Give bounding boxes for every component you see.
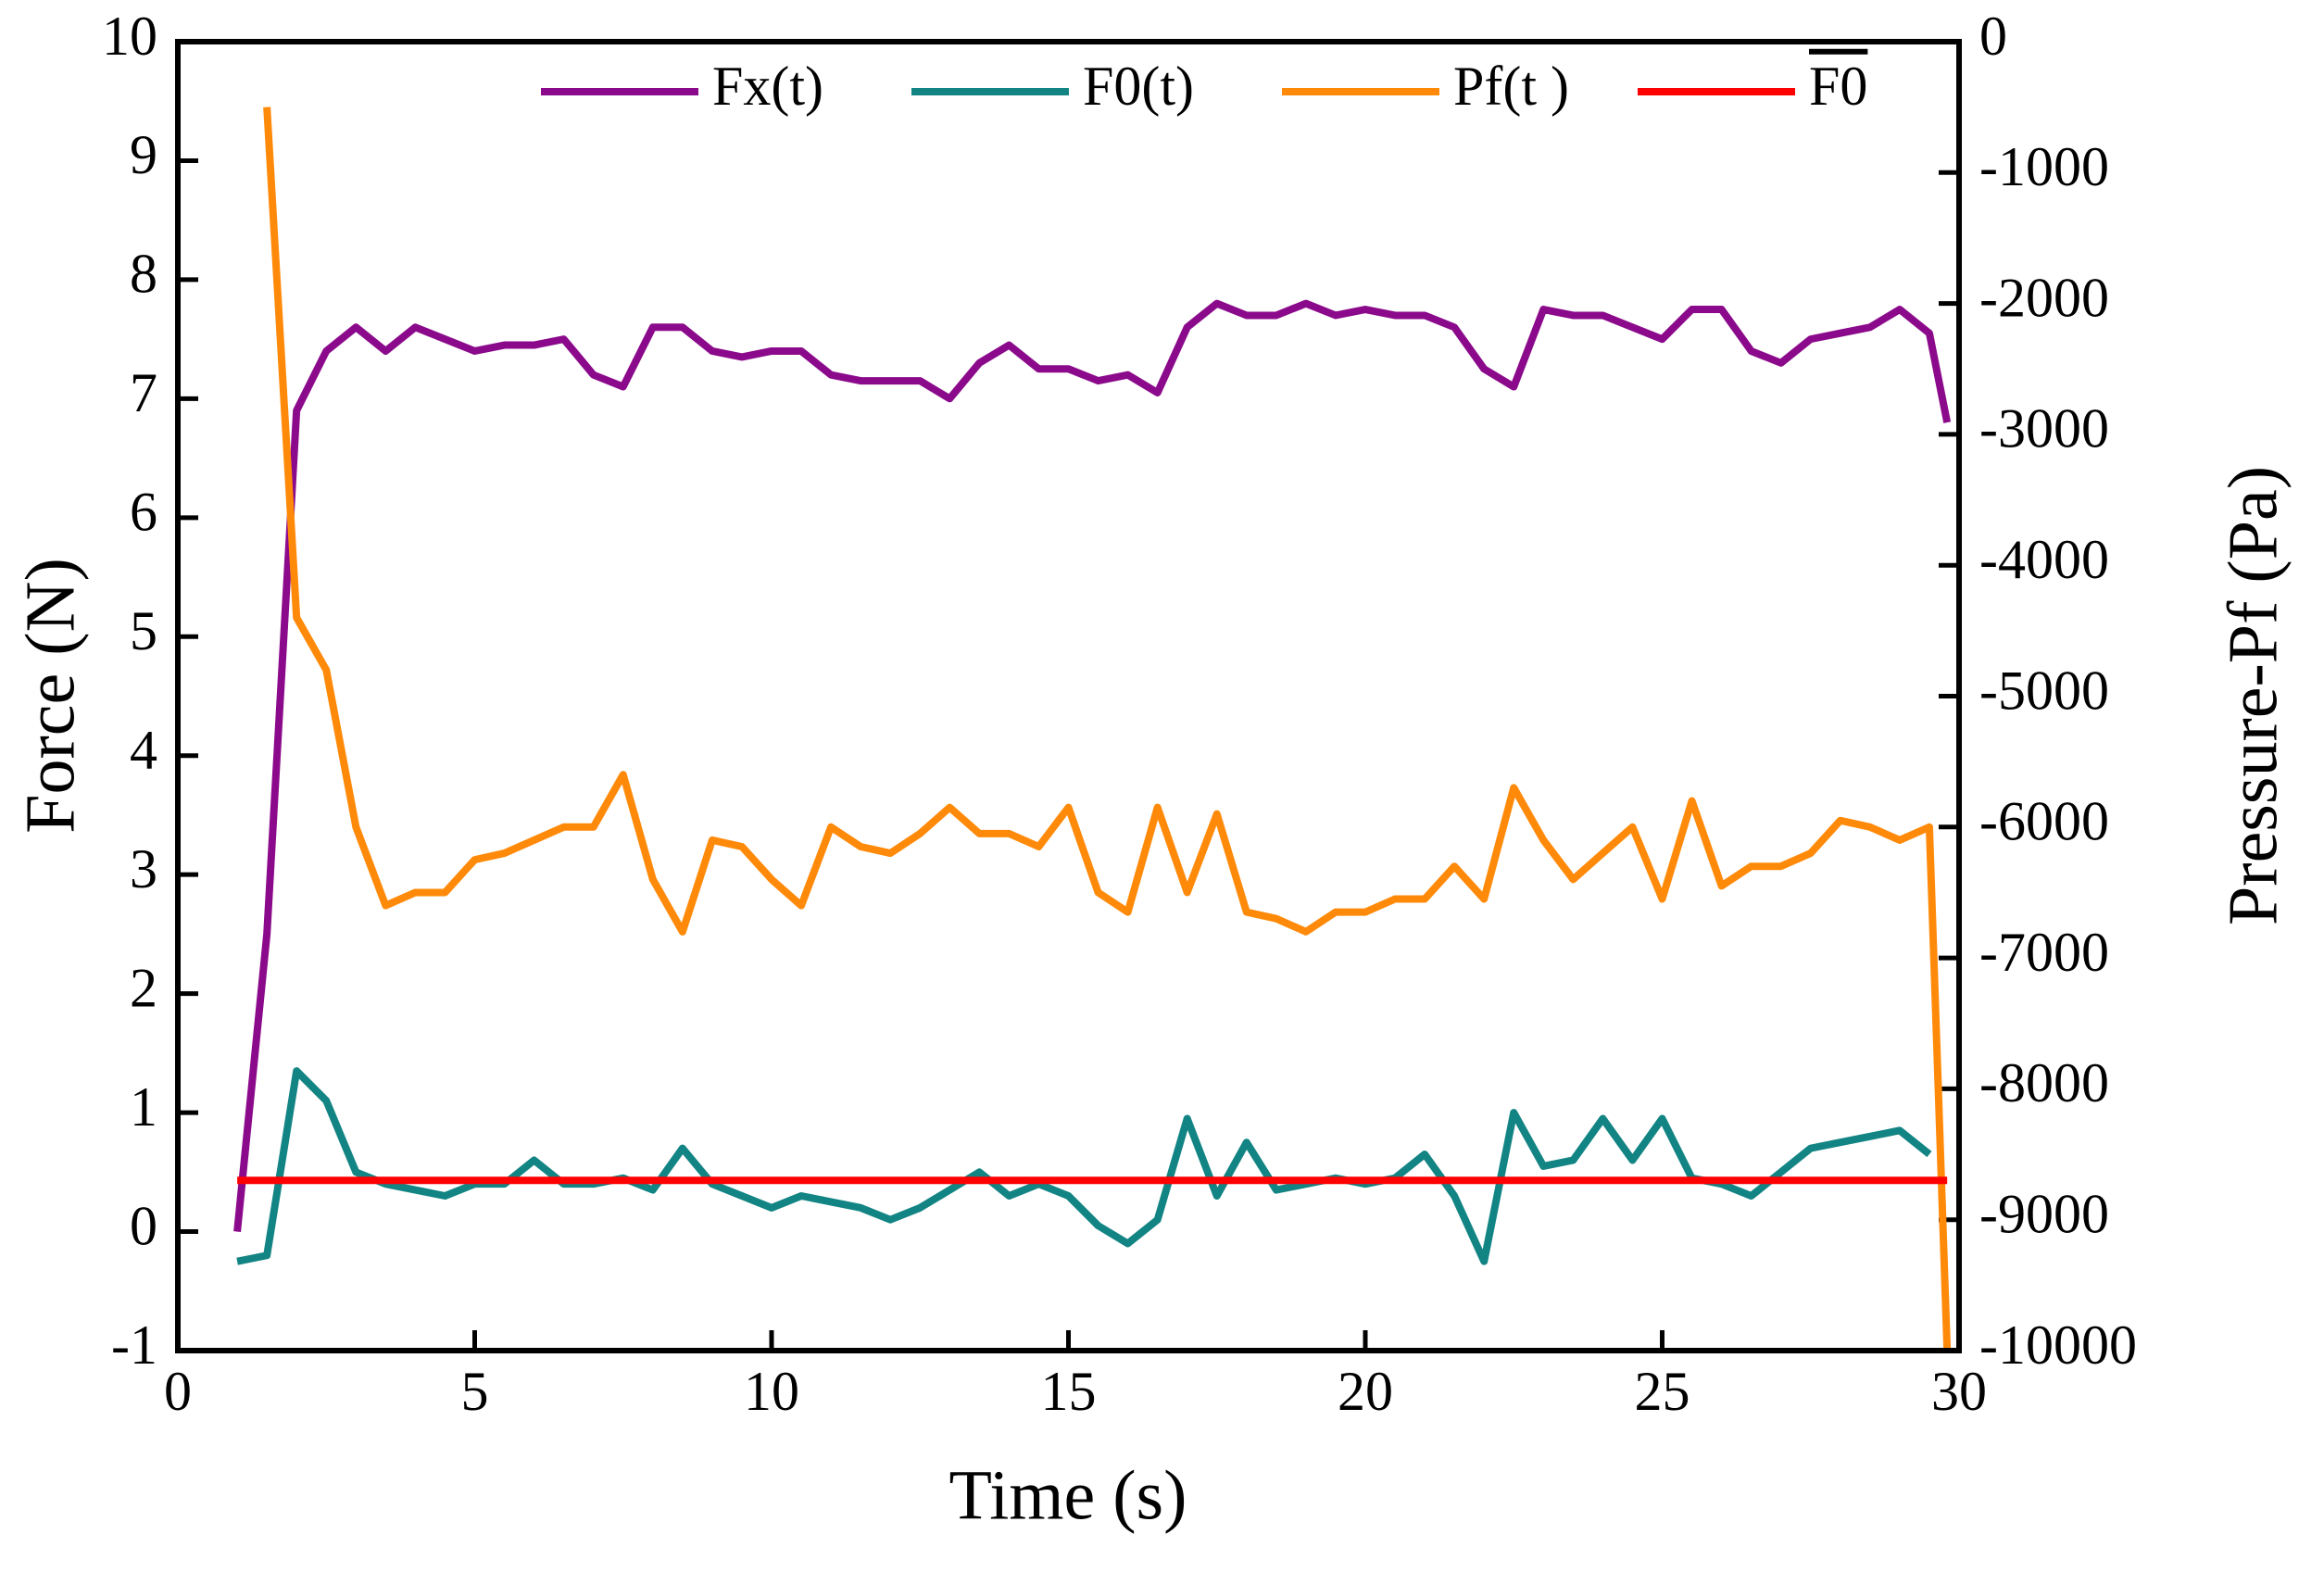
- legend-label: Fx(t): [712, 56, 823, 117]
- y2-tick-label: -5000: [1979, 660, 2109, 721]
- legend-label: Pf(t ): [1453, 56, 1569, 117]
- legend-label: F0: [1809, 56, 1867, 117]
- y2-axis-label: Pressure-Pf (Pa): [2214, 466, 2292, 925]
- y2-tick-label: -3000: [1979, 398, 2109, 459]
- x-tick-label: 15: [1041, 1361, 1097, 1422]
- y2-tick-label: 0: [1979, 6, 2007, 67]
- y-tick-label: 6: [130, 482, 157, 543]
- y-tick-label: 0: [130, 1195, 157, 1256]
- x-tick-label: 25: [1635, 1361, 1690, 1422]
- y-tick-label: 10: [102, 6, 157, 67]
- y2-tick-label: -6000: [1979, 791, 2109, 852]
- y-tick-label: -1: [111, 1314, 157, 1376]
- series-line: [233, 299, 1952, 1232]
- series-line: [236, 1067, 1932, 1265]
- y2-tick-label: -9000: [1979, 1183, 2109, 1244]
- y-tick-label: 4: [130, 719, 157, 780]
- y2-tick-label: -8000: [1979, 1052, 2109, 1113]
- x-tick-label: 10: [744, 1361, 799, 1422]
- y2-tick-label: -4000: [1979, 529, 2109, 590]
- series-line: [263, 107, 1952, 1352]
- x-tick-label: 0: [164, 1361, 192, 1422]
- y-tick-label: 5: [130, 600, 157, 661]
- y2-tick-label: -7000: [1979, 922, 2109, 983]
- y2-tick-label: -1000: [1979, 136, 2109, 197]
- y-tick-label: 1: [130, 1076, 157, 1138]
- x-tick-label: 30: [1931, 1361, 1987, 1422]
- plot-frame: [175, 39, 1962, 1353]
- y-tick-label: 2: [130, 957, 157, 1018]
- y-tick-label: 9: [130, 124, 157, 185]
- y2-tick-label: -10000: [1979, 1314, 2137, 1376]
- y-tick-label: 8: [130, 244, 157, 305]
- x-axis-label: Time (s): [949, 1456, 1187, 1534]
- y-tick-label: 3: [130, 838, 157, 899]
- legend-label: F0(t): [1083, 56, 1194, 117]
- x-tick-label: 5: [461, 1361, 489, 1422]
- x-tick-label: 20: [1338, 1361, 1393, 1422]
- y2-tick-label: -2000: [1979, 267, 2109, 328]
- y-tick-label: 7: [130, 362, 157, 423]
- y-axis-label: Force (N): [11, 558, 89, 834]
